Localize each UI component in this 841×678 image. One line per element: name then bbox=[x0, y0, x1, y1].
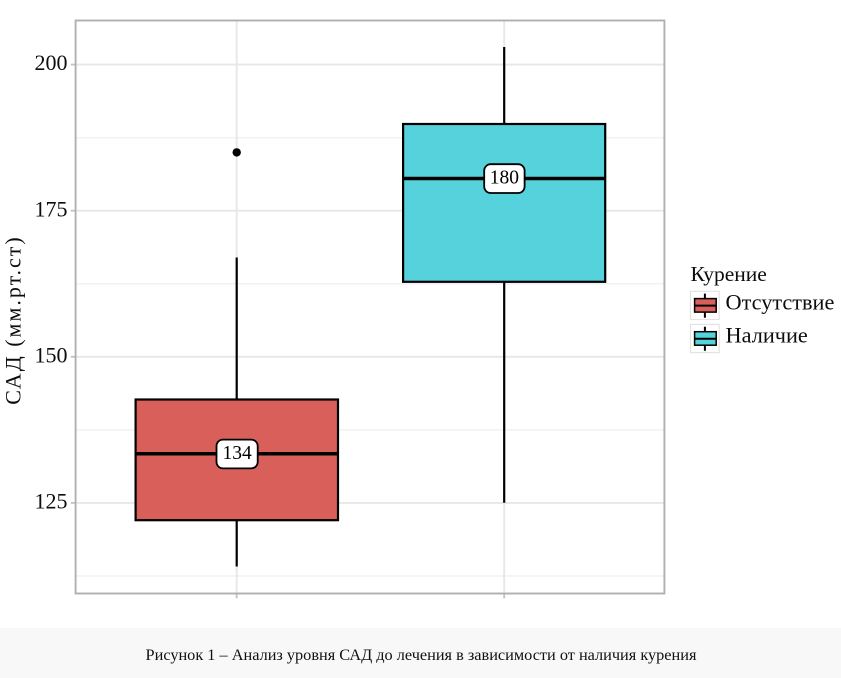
svg-text:Рисунок 1 – Анализ уровня САД: Рисунок 1 – Анализ уровня САД до лечения… bbox=[146, 645, 697, 664]
svg-text:134: 134 bbox=[222, 443, 252, 464]
svg-text:Отсутствие: Отсутствие bbox=[726, 290, 835, 315]
svg-text:САД (мм.рт.ст): САД (мм.рт.ст) bbox=[1, 235, 26, 405]
svg-text:175: 175 bbox=[35, 196, 68, 221]
svg-text:Курение: Курение bbox=[691, 262, 767, 286]
svg-text:180: 180 bbox=[490, 168, 519, 189]
svg-text:150: 150 bbox=[35, 342, 68, 367]
svg-text:125: 125 bbox=[35, 489, 68, 514]
svg-text:Наличие: Наличие bbox=[726, 322, 808, 347]
svg-text:200: 200 bbox=[35, 50, 68, 75]
